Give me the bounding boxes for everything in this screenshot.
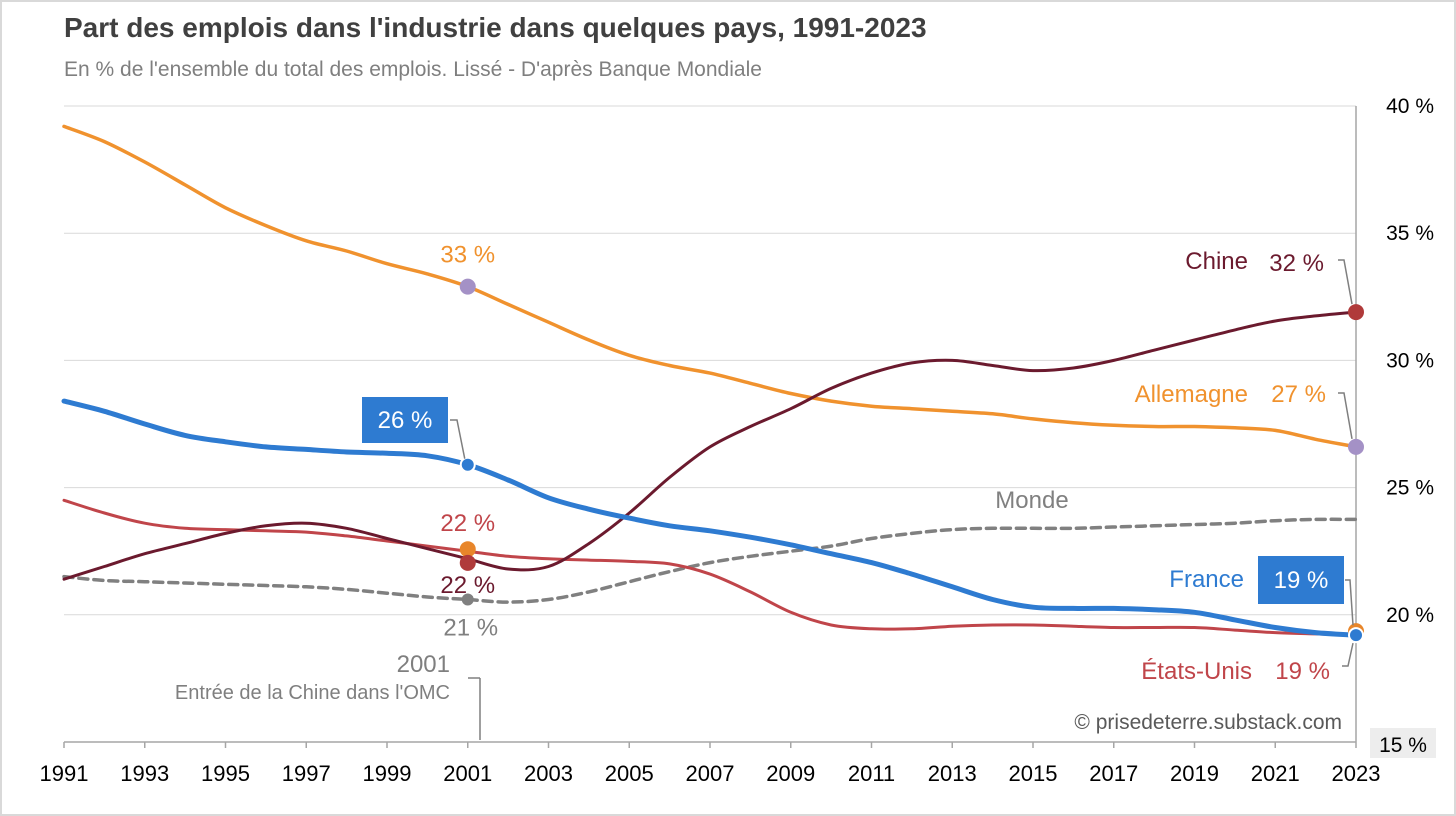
label-allemagne-name: Allemagne <box>1135 381 1248 408</box>
label-france-end: 19 % <box>1274 567 1329 594</box>
y-tick-label: 25 % <box>1386 477 1434 500</box>
x-tick-label: 2017 <box>1089 761 1138 786</box>
x-tick-label: 1997 <box>282 761 331 786</box>
x-tick-label: 2005 <box>605 761 654 786</box>
label-allemagne-end: 27 % <box>1271 381 1326 408</box>
label-layer: 33 % 22 % 22 % 21 % 26 % Chine 32 % Allemagne 27… <box>362 242 1364 685</box>
x-tick-label: 1995 <box>201 761 250 786</box>
series-line-chine <box>62 310 1358 581</box>
point-allemagne-end <box>1348 438 1364 455</box>
x-tick-label: 1991 <box>40 761 89 786</box>
x-tick-label: 2009 <box>766 761 815 786</box>
event-text: Entrée de la Chine dans l'OMC <box>175 682 450 704</box>
x-tick-label: 2003 <box>524 761 573 786</box>
label-chine-end: 32 % <box>1269 250 1324 277</box>
series-line-allemagne <box>62 124 1358 449</box>
leader-chine-end <box>1338 259 1353 305</box>
leader-france-end <box>1345 579 1354 626</box>
label-allemagne-2001: 33 % <box>440 242 495 269</box>
label-monde-2001: 21 % <box>443 615 498 642</box>
point-france-end <box>1348 627 1364 644</box>
y-tick-label: 40 % <box>1386 95 1434 118</box>
label-monde-name: Monde <box>995 487 1068 514</box>
label-etats-unis-2001: 22 % <box>440 510 495 537</box>
label-france-name: France <box>1169 566 1244 593</box>
x-tick-label: 2019 <box>1170 761 1219 786</box>
y-tick-label: 35 % <box>1386 222 1434 245</box>
x-tick-label: 2021 <box>1251 761 1300 786</box>
point-etats-unis-2001 <box>459 541 476 558</box>
credit-text: © prisedeterre.substack.com <box>1074 711 1342 734</box>
grid-layer <box>64 105 1356 616</box>
x-tick-label: 1993 <box>120 761 169 786</box>
series-line-etats_unis <box>62 498 1358 637</box>
x-tick-label: 2023 <box>1332 761 1381 786</box>
series-layer <box>61 124 1359 638</box>
point-chine-2001 <box>459 554 476 571</box>
y-tick-bg <box>1370 728 1436 758</box>
x-tick-label: 1999 <box>363 761 412 786</box>
point-allemagne-2001 <box>459 278 476 295</box>
point-chine-end <box>1348 304 1364 321</box>
label-france-2001-box <box>362 397 448 443</box>
credit: © prisedeterre.substack.com <box>1074 711 1342 734</box>
chart-subtitle: En % de l'ensemble du total des emplois.… <box>64 58 762 81</box>
leader-allemagne-end <box>1338 392 1353 440</box>
x-tick-label: 2011 <box>848 761 895 786</box>
y-tick-label: 15 % <box>1379 734 1427 757</box>
leader-france-2001 <box>450 419 466 459</box>
event-year-label: 2001 <box>397 651 450 678</box>
point-france-2001 <box>459 456 476 473</box>
label-etats-unis-name: États-Unis <box>1141 658 1252 685</box>
series-line-monde <box>62 517 1358 604</box>
series-line-france <box>61 398 1359 638</box>
point-monde-2001 <box>461 593 474 606</box>
label-chine-name: Chine <box>1185 248 1248 275</box>
x-tick-label: 2013 <box>928 761 977 786</box>
label-france-2001: 26 % <box>378 407 433 434</box>
x-tick-label: 2001 <box>443 761 492 786</box>
event-annotation: 2001 Entrée de la Chine dans l'OMC <box>175 651 481 740</box>
leader-etats-unis-end <box>1342 642 1354 667</box>
chart-title: Part des emplois dans l'industrie dans q… <box>64 12 927 43</box>
x-tick-label: 2015 <box>1009 761 1058 786</box>
label-france-end-box <box>1258 556 1344 604</box>
x-tick-label: 2007 <box>686 761 735 786</box>
label-chine-2001: 22 % <box>440 572 495 599</box>
y-tick-label: 20 % <box>1386 604 1434 627</box>
y-tick-label: 30 % <box>1386 349 1434 372</box>
label-etats-unis-end: 19 % <box>1275 658 1330 685</box>
